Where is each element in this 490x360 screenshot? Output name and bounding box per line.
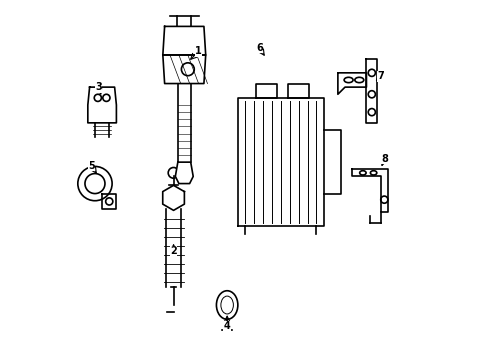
Text: 8: 8: [381, 154, 388, 163]
Polygon shape: [175, 162, 193, 184]
Text: 1: 1: [195, 46, 202, 57]
Polygon shape: [238, 98, 323, 226]
Text: 5: 5: [88, 161, 95, 171]
Text: 4: 4: [224, 321, 230, 332]
Polygon shape: [102, 194, 117, 208]
Polygon shape: [367, 59, 377, 123]
Text: 2: 2: [170, 247, 177, 256]
Polygon shape: [163, 185, 184, 210]
Polygon shape: [256, 84, 277, 98]
Polygon shape: [352, 169, 388, 212]
Text: 3: 3: [95, 82, 102, 92]
Polygon shape: [338, 73, 367, 94]
Polygon shape: [88, 87, 117, 123]
Polygon shape: [323, 130, 342, 194]
Polygon shape: [163, 26, 206, 55]
Polygon shape: [288, 84, 309, 98]
Polygon shape: [163, 55, 206, 84]
Text: 6: 6: [256, 43, 263, 53]
Text: 7: 7: [377, 71, 384, 81]
